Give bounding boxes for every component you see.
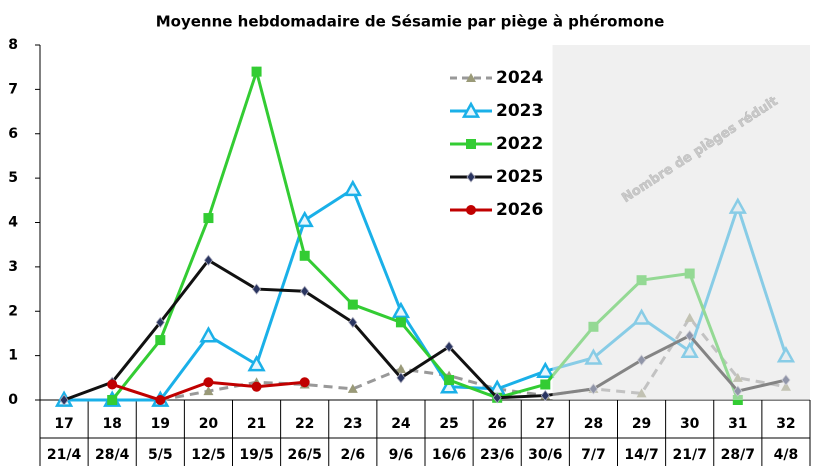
x-date-label: 30/6 — [528, 447, 562, 463]
marker — [252, 283, 262, 295]
x-tick-label: 25 — [439, 416, 458, 432]
y-tick-label: 1 — [8, 348, 18, 364]
marker — [466, 139, 476, 149]
x-tick-label: 19 — [151, 416, 170, 432]
marker — [251, 381, 262, 392]
marker — [348, 316, 358, 328]
legend-item: 2025 — [450, 167, 543, 187]
x-date-label: 19/5 — [239, 447, 273, 463]
marker — [251, 66, 262, 77]
marker — [247, 354, 266, 372]
marker — [444, 341, 454, 353]
marker — [343, 179, 362, 197]
marker — [536, 361, 555, 379]
legend-label: 2022 — [496, 134, 543, 154]
marker — [395, 363, 406, 373]
x-date-label: 12/5 — [191, 447, 225, 463]
marker — [466, 73, 476, 82]
marker — [299, 377, 310, 388]
marker — [466, 205, 476, 215]
y-tick-label: 4 — [8, 215, 18, 231]
x-tick-label: 20 — [199, 416, 219, 432]
marker — [203, 386, 214, 396]
x-date-label: 28/7 — [721, 447, 755, 463]
legend-label: 2025 — [496, 167, 543, 187]
marker — [155, 316, 165, 328]
marker — [203, 377, 214, 388]
x-date-label: 14/7 — [624, 447, 658, 463]
x-tick-label: 26 — [487, 416, 506, 432]
x-tick-label: 22 — [295, 416, 314, 432]
marker — [59, 394, 69, 406]
marker — [155, 395, 166, 405]
marker — [107, 395, 118, 405]
marker — [461, 101, 481, 118]
series-line — [160, 315, 787, 402]
x-date-label: 5/5 — [148, 447, 173, 463]
x-date-label: 16/6 — [432, 447, 466, 463]
y-tick-label: 7 — [8, 81, 18, 97]
x-date-label: 4/8 — [774, 447, 799, 463]
legend-item: 2023 — [450, 101, 543, 121]
x-tick-label: 29 — [632, 416, 651, 432]
x-date-label: 26/5 — [288, 447, 322, 463]
y-tick-label: 2 — [8, 303, 18, 319]
y-tick-label: 0 — [8, 392, 18, 408]
y-tick-label: 6 — [8, 126, 18, 142]
chart-title: Moyenne hebdomadaire de Sésamie par pièg… — [156, 13, 665, 31]
x-tick-label: 18 — [102, 416, 121, 432]
marker — [155, 335, 166, 346]
marker — [391, 301, 411, 319]
marker — [347, 299, 358, 310]
shade — [552, 45, 810, 400]
x-date-label: 2/6 — [341, 447, 366, 463]
marker — [203, 254, 213, 266]
y-tick-label: 8 — [8, 37, 18, 53]
marker — [395, 317, 406, 328]
x-tick-label: 17 — [54, 416, 73, 432]
x-tick-label: 32 — [776, 416, 795, 432]
legend-item: 2024 — [450, 68, 543, 88]
x-tick-label: 23 — [343, 416, 362, 432]
marker — [439, 377, 459, 394]
legend-item: 2026 — [450, 200, 543, 220]
x-date-label: 21/7 — [673, 447, 707, 463]
x-tick-label: 24 — [391, 416, 411, 432]
x-date-label: 23/6 — [480, 447, 514, 463]
marker — [299, 250, 310, 261]
x-tick-label: 30 — [680, 416, 700, 432]
marker — [540, 379, 551, 390]
x-date-label: 9/6 — [389, 447, 414, 463]
x-tick-label: 31 — [728, 416, 747, 432]
marker — [347, 383, 358, 393]
marker — [107, 379, 118, 390]
marker — [203, 213, 214, 224]
x-date-label: 21/4 — [47, 447, 82, 463]
x-tick-label: 27 — [536, 416, 555, 432]
legend-label: 2023 — [496, 101, 543, 121]
x-date-label: 28/4 — [95, 447, 130, 463]
legend-label: 2026 — [496, 200, 543, 220]
marker — [540, 389, 550, 402]
marker — [492, 392, 502, 404]
x-tick-label: 21 — [247, 416, 266, 432]
x-date-label: 7/7 — [581, 447, 606, 463]
y-tick-label: 5 — [8, 170, 18, 186]
y-tick-label: 3 — [8, 259, 18, 275]
marker — [295, 210, 314, 228]
marker — [396, 372, 406, 384]
marker — [444, 375, 455, 386]
x-tick-label: 28 — [584, 416, 603, 432]
legend-label: 2024 — [496, 68, 543, 88]
legend-item: 2022 — [450, 134, 543, 154]
marker — [300, 285, 310, 297]
marker — [199, 326, 218, 343]
marker — [466, 171, 476, 183]
